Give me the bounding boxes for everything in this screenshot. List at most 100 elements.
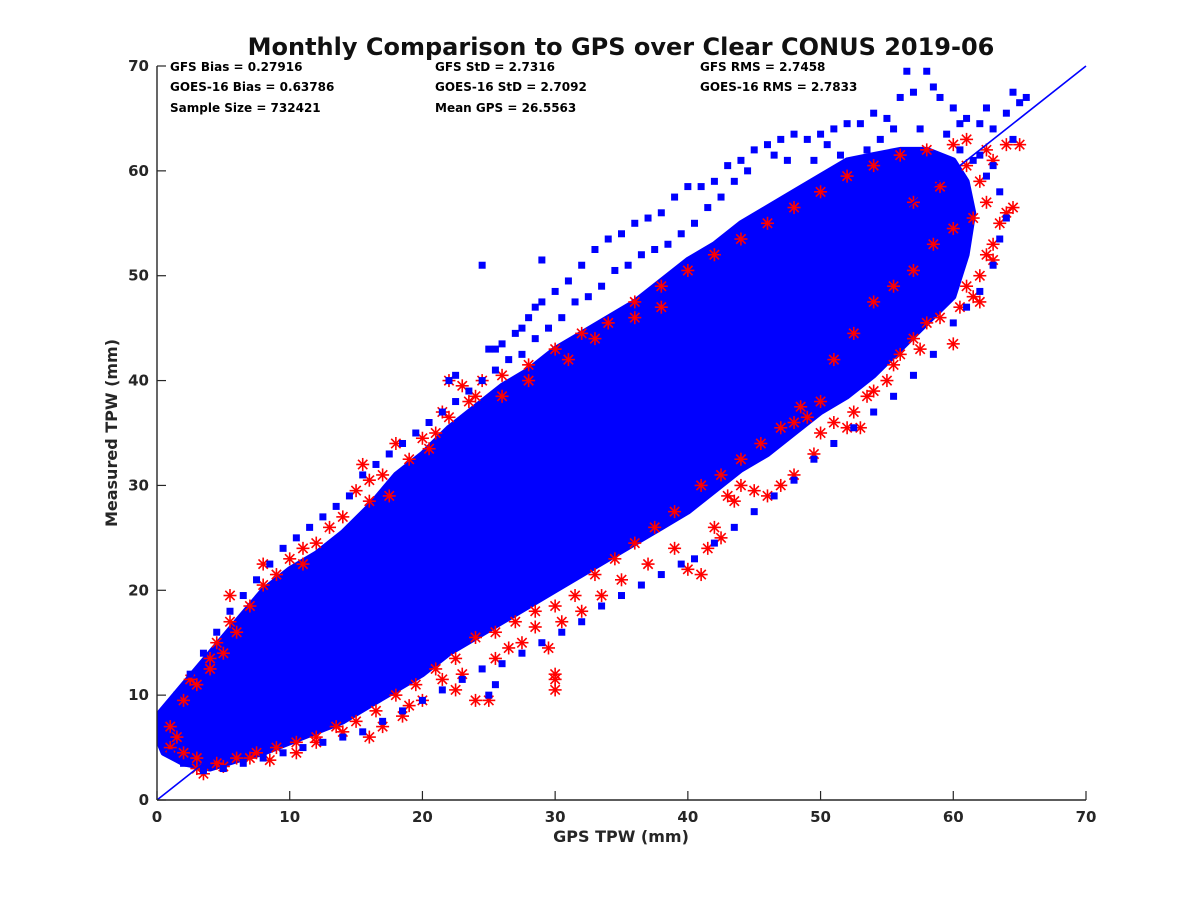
- goes16-point: [714, 531, 728, 545]
- gfs-point: [611, 266, 619, 274]
- gfs-point: [870, 109, 878, 117]
- goes16-point: [542, 641, 556, 655]
- y-tick-label: 50: [128, 267, 149, 285]
- goes16-point: [230, 751, 244, 765]
- goes16-point: [973, 269, 987, 283]
- goes16-point: [336, 510, 350, 524]
- goes16-point: [707, 248, 721, 262]
- goes16-point: [402, 699, 416, 713]
- x-tick-label: 30: [545, 808, 566, 826]
- gfs-point: [949, 104, 957, 112]
- gfs-point: [166, 712, 174, 720]
- goes16-point: [615, 573, 628, 587]
- gfs-point: [173, 691, 181, 699]
- gfs-point: [644, 214, 652, 222]
- goes16-point: [787, 201, 801, 215]
- x-tick-label: 20: [412, 808, 433, 826]
- goes16-point: [588, 332, 602, 346]
- dense-point-cloud: [157, 146, 977, 772]
- x-axis-label: GPS TPW (mm): [553, 827, 689, 846]
- gfs-point: [982, 104, 990, 112]
- gfs-point: [710, 398, 718, 406]
- goes16-point: [887, 358, 901, 372]
- gfs-point: [491, 681, 499, 689]
- stat-gfs-std: GFS StD = 2.7316: [435, 60, 555, 74]
- gfs-point: [923, 67, 931, 75]
- goes16-point: [595, 589, 609, 603]
- goes16-point: [243, 751, 257, 765]
- gfs-point: [677, 230, 685, 238]
- gfs-point: [485, 691, 493, 699]
- goes16-point: [561, 353, 575, 367]
- gfs-point: [458, 675, 466, 683]
- gfs-point: [976, 120, 984, 128]
- goes16-point: [847, 326, 861, 340]
- goes16-point: [455, 379, 469, 393]
- gfs-point: [677, 560, 685, 568]
- goes16-point: [429, 426, 443, 440]
- gfs-point: [1022, 93, 1030, 101]
- goes16-point: [349, 484, 363, 498]
- gfs-point: [372, 460, 380, 468]
- gfs-point: [478, 665, 486, 673]
- goes16-point: [442, 410, 456, 424]
- gfs-point: [996, 235, 1004, 243]
- gfs-point: [452, 398, 460, 406]
- goes16-point: [946, 138, 960, 152]
- gfs-point: [166, 749, 174, 757]
- gfs-point: [418, 696, 426, 704]
- gfs-point: [491, 366, 499, 374]
- goes16-point: [382, 489, 396, 503]
- y-tick-label: 0: [139, 791, 149, 809]
- gfs-point: [989, 125, 997, 133]
- goes16-point: [210, 636, 224, 650]
- goes16-point: [979, 195, 993, 209]
- gfs-point: [657, 209, 665, 217]
- goes16-point: [522, 358, 536, 372]
- goes16-point: [462, 395, 476, 409]
- goes16-point: [913, 342, 927, 356]
- goes16-point: [356, 457, 370, 471]
- gfs-point: [690, 555, 698, 563]
- goes16-point: [548, 672, 562, 686]
- goes16-point: [362, 730, 376, 744]
- gfs-point: [498, 565, 506, 573]
- goes16-point: [986, 237, 1000, 251]
- gfs-point: [657, 439, 665, 447]
- gfs-point: [684, 419, 692, 427]
- gfs-point: [478, 377, 486, 385]
- goes16-point: [827, 416, 841, 430]
- goes16-point: [946, 337, 960, 351]
- goes16-point: [734, 232, 748, 246]
- gfs-point: [909, 88, 917, 96]
- goes16-point: [203, 651, 217, 665]
- gfs-point: [863, 146, 871, 154]
- gfs-point: [618, 592, 625, 600]
- gfs-point: [963, 303, 971, 311]
- goes16-point: [409, 678, 423, 692]
- gfs-point: [253, 576, 261, 584]
- gfs-point: [399, 439, 407, 447]
- goes16-point: [1006, 201, 1020, 215]
- gfs-point: [180, 759, 188, 767]
- goes16-point: [415, 431, 429, 445]
- gfs-point: [717, 193, 725, 201]
- gfs-point: [909, 371, 917, 379]
- gfs-point: [332, 502, 340, 510]
- goes16-point: [349, 714, 363, 728]
- gfs-point: [929, 350, 937, 358]
- gfs-point: [803, 135, 811, 143]
- gfs-point: [657, 571, 665, 579]
- gfs-point: [525, 544, 533, 552]
- reference-line-group: [156, 65, 1087, 801]
- goes16-point: [309, 536, 323, 550]
- goes16-point: [681, 562, 695, 576]
- goes16-point: [794, 400, 808, 414]
- gfs-point: [226, 607, 234, 615]
- gfs-point: [724, 162, 732, 170]
- goes16-point: [860, 389, 874, 403]
- gfs-point: [684, 183, 692, 191]
- goes16-point: [920, 143, 934, 157]
- gfs-point: [598, 602, 606, 610]
